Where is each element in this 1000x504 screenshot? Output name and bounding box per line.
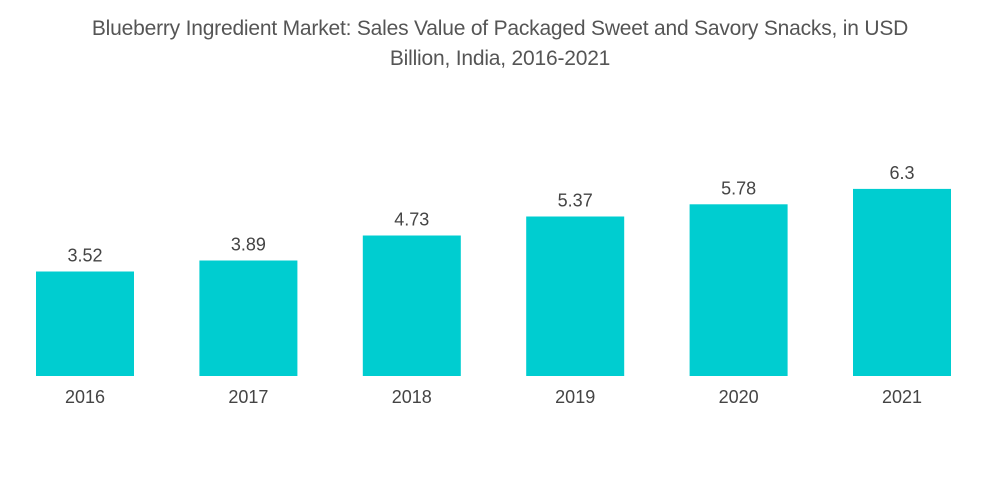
bar-2019: [526, 216, 625, 376]
bar-2018: [362, 235, 461, 376]
x-tick-label-2020: 2020: [719, 387, 759, 407]
value-label-2019: 5.37: [558, 191, 593, 211]
bar-2020: [689, 204, 788, 376]
value-label-2017: 3.89: [231, 235, 266, 255]
x-tick-label-2019: 2019: [555, 387, 595, 407]
chart-title: Blueberry Ingredient Market: Sales Value…: [0, 14, 1000, 74]
value-label-2016: 3.52: [67, 246, 102, 266]
x-tick-label-2021: 2021: [882, 387, 922, 407]
value-labels-group: 3.52 3.89 4.73 5.37 5.78 6.3: [67, 163, 914, 266]
chart-title-line-1: Blueberry Ingredient Market: Sales Value…: [91, 17, 909, 40]
x-tick-label-2016: 2016: [65, 387, 105, 407]
bar-2016: [36, 271, 134, 376]
x-tick-label-2017: 2017: [228, 387, 268, 407]
x-tick-label-2018: 2018: [392, 387, 432, 407]
bar-2021: [853, 188, 951, 376]
value-label-2018: 4.73: [394, 210, 429, 230]
chart-title-line-2: Billion, India, 2016-2021: [389, 47, 611, 70]
value-label-2021: 6.3: [889, 163, 914, 183]
value-label-2020: 5.78: [721, 178, 756, 198]
x-axis-tick-labels: 2016 2017 2018 2019 2020 2021: [65, 387, 922, 407]
bars-group: [36, 188, 951, 376]
bar-2017: [199, 260, 298, 376]
